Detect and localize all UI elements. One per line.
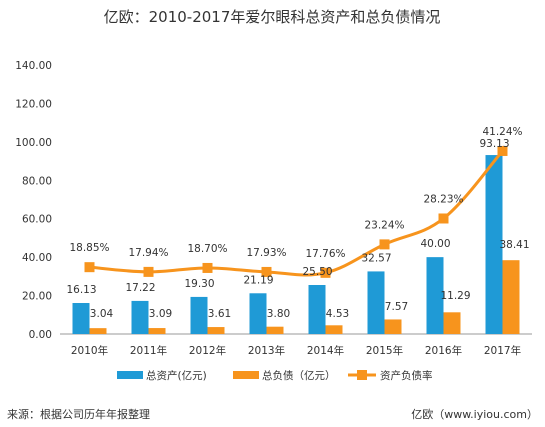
bar-label-total-assets: 16.13 [66,284,96,296]
y-tick-label: 0.00 [29,329,52,341]
debt-ratio-line [84,145,508,278]
chart-title: 亿欧：2010-2017年爱尔眼科总资产和总负债情况 [104,8,441,26]
bars [72,155,520,334]
bar-label-total-liabilities: 4.53 [326,308,349,320]
bar-total-liabilities [384,319,402,334]
bar-total-assets [190,296,208,334]
debt-ratio-label: 17.76% [305,248,345,260]
legend-label-total-assets: 总资产(亿元) [146,369,207,382]
bar-label-total-liabilities: 3.61 [208,308,231,320]
x-tick-label: 2016年 [425,344,462,357]
bar-total-liabilities [148,328,166,334]
y-axis: 0.00 20.00 40.00 60.00 80.00 100.00 120.00 140.… [15,60,52,341]
y-tick-label: 60.00 [22,214,52,226]
legend: 总资产(亿元) 总负债（亿元） 资产负债率 [117,369,433,382]
bar-label-total-liabilities: 11.29 [440,290,470,302]
bar-label-total-liabilities: 3.80 [267,308,290,320]
source-note: 来源：根据公司历年年报整理 [7,408,150,421]
bar-total-liabilities [325,325,343,334]
data-labels: 16.13 3.04 17.22 3.09 19.30 3.61 21.19 3.80 25.5… [66,126,529,320]
legend-marker-debt-ratio [357,370,367,380]
x-tick-label: 2014年 [307,344,344,357]
bar-label-total-assets: 25.50 [302,266,332,278]
bar-label-total-assets: 32.57 [361,252,391,264]
bar-total-liabilities [266,326,284,334]
bar-total-liabilities [502,260,520,334]
debt-ratio-label: 17.93% [246,247,286,259]
bar-label-total-assets: 17.22 [125,282,155,294]
debt-ratio-label: 41.24% [482,126,522,138]
y-tick-label: 140.00 [15,60,52,72]
bar-label-total-assets: 93.13 [479,138,509,150]
debt-ratio-marker [143,266,154,277]
x-tick-label: 2013年 [248,344,285,357]
y-tick-label: 20.00 [22,291,52,303]
bar-total-assets [367,271,385,334]
legend-swatch-total-liabilities [233,371,259,379]
debt-ratio-marker [379,239,390,250]
debt-ratio-marker [497,145,508,156]
legend-label-debt-ratio: 资产负债率 [380,369,433,382]
bar-total-assets [249,293,267,334]
bar-total-assets [308,285,326,334]
credit-note: 亿欧（www.iyiou.com） [411,408,538,421]
x-tick-label: 2017年 [484,344,521,357]
y-tick-label: 100.00 [15,137,52,149]
x-axis: 2010年 2011年 2012年 2013年 2014年 2015年 2016年 2017年 [60,333,532,357]
x-tick-label: 2012年 [189,344,226,357]
bar-total-assets [485,155,503,334]
bar-total-assets [426,257,444,334]
bar-label-total-liabilities: 3.04 [90,308,114,320]
bar-total-assets [131,300,149,334]
bar-total-assets [72,303,90,334]
bar-label-total-assets: 21.19 [243,274,273,286]
debt-ratio-marker [261,266,272,277]
debt-ratio-label: 17.94% [128,247,168,259]
bar-total-liabilities [443,312,461,334]
x-tick-label: 2011年 [130,344,167,357]
bar-label-total-assets: 19.30 [184,278,214,290]
bar-label-total-liabilities: 38.41 [499,239,529,251]
y-tick-label: 120.00 [15,98,52,110]
bar-total-liabilities [207,327,225,334]
bar-label-total-liabilities: 3.09 [149,308,172,320]
debt-ratio-marker [202,262,213,273]
x-tick-label: 2010年 [71,344,108,357]
bar-label-total-assets: 40.00 [420,238,450,250]
debt-ratio-marker [438,213,449,224]
y-tick-label: 40.00 [22,252,52,264]
debt-ratio-label: 23.24% [364,219,404,231]
y-tick-label: 80.00 [22,175,52,187]
x-tick-label: 2015年 [366,344,403,357]
debt-ratio-label: 18.70% [187,243,227,255]
debt-ratio-marker [84,262,95,273]
debt-ratio-label: 28.23% [423,193,463,205]
bar-label-total-liabilities: 7.57 [385,301,408,313]
debt-ratio-marker [320,267,331,278]
legend-label-total-liabilities: 总负债（亿元） [262,369,336,382]
bar-total-liabilities [89,328,107,334]
debt-ratio-label: 18.85% [69,242,109,254]
legend-swatch-total-assets [117,371,143,379]
